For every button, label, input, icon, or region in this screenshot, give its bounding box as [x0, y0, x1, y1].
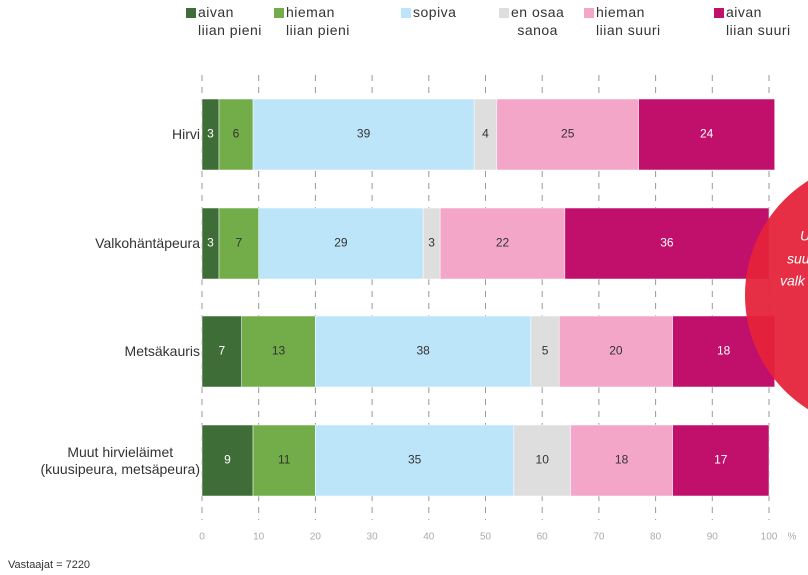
- x-tick-label: 50: [480, 532, 492, 543]
- category-label: Muut hirvieläimet (kuusipeura, metsäpeur…: [40, 443, 200, 477]
- legend-label: hieman liian pieni: [286, 4, 350, 38]
- data-label: 24: [700, 127, 714, 141]
- data-label: 38: [416, 344, 430, 358]
- data-label: 18: [615, 453, 629, 467]
- legend-swatch: [499, 8, 509, 18]
- legend-label: aivan liian pieni: [198, 4, 262, 38]
- x-tick-label: 30: [367, 532, 379, 543]
- data-label: 13: [272, 344, 286, 358]
- data-label: 36: [660, 236, 674, 250]
- data-label: 11: [278, 453, 291, 467]
- legend-swatch: [584, 8, 594, 18]
- annotation: U: [800, 228, 808, 244]
- bar-segment: [513, 424, 571, 497]
- data-label: 7: [236, 236, 243, 250]
- data-label: 3: [207, 127, 214, 141]
- data-label: 20: [609, 344, 623, 358]
- bar-segment: [638, 98, 775, 171]
- bar-segment: [252, 424, 316, 497]
- x-tick-label: 20: [310, 532, 322, 543]
- bar-segment: [530, 315, 560, 388]
- bar-segment: [201, 424, 254, 497]
- category-label: Valkohäntäpeura: [95, 234, 200, 251]
- legend-swatch: [274, 8, 284, 18]
- x-tick-label: 80: [650, 532, 662, 543]
- data-label: 18: [717, 344, 731, 358]
- legend-label: sopiva: [413, 4, 457, 20]
- data-label: 5: [542, 344, 549, 358]
- x-tick-label: 0: [199, 532, 205, 543]
- x-tick-label: 40: [423, 532, 435, 543]
- bar-segment: [252, 98, 475, 171]
- data-label: 3: [428, 236, 435, 250]
- data-label: 9: [224, 453, 231, 467]
- x-tick-label: 10: [253, 532, 265, 543]
- x-tick-label: 90: [707, 532, 719, 543]
- bar-segment: [439, 207, 566, 280]
- x-tick-label: 100: [761, 532, 778, 543]
- data-label: 4: [482, 127, 489, 141]
- data-label: 17: [714, 453, 728, 467]
- highlight-circle: [745, 180, 808, 410]
- category-label: Hirvi: [172, 125, 200, 142]
- data-label: 29: [334, 236, 348, 250]
- bar-segment: [672, 424, 770, 497]
- bar-segment: [241, 315, 316, 388]
- footnote: Vastaajat = 7220: [8, 559, 90, 571]
- bar-segment: [558, 315, 673, 388]
- data-label: 25: [561, 127, 575, 141]
- legend-label: aivan liian suuri: [726, 4, 791, 38]
- bar-segment: [201, 315, 242, 388]
- legend-label: en osaa sanoa: [511, 4, 565, 38]
- bar-segment: [315, 424, 515, 497]
- legend-swatch: [186, 8, 196, 18]
- bar-segment: [315, 315, 532, 388]
- legend-swatch: [714, 8, 724, 18]
- data-label: 3: [207, 236, 214, 250]
- annotation: suu: [787, 251, 808, 267]
- bar-segment: [218, 207, 259, 280]
- data-label: 39: [357, 127, 371, 141]
- x-unit: %: [788, 532, 797, 543]
- legend-swatch: [401, 8, 411, 18]
- legend-label: hieman liian suuri: [596, 4, 661, 38]
- annotation: valk: [780, 273, 806, 289]
- data-label: 10: [536, 453, 550, 467]
- data-label: 35: [408, 453, 422, 467]
- data-label: 7: [219, 344, 226, 358]
- data-label: 22: [496, 236, 510, 250]
- bar-segment: [570, 424, 673, 497]
- x-tick-label: 70: [593, 532, 605, 543]
- x-tick-label: 60: [537, 532, 549, 543]
- bar-segment: [564, 207, 770, 280]
- category-label: Metsäkauris: [124, 342, 200, 359]
- data-label: 6: [233, 127, 240, 141]
